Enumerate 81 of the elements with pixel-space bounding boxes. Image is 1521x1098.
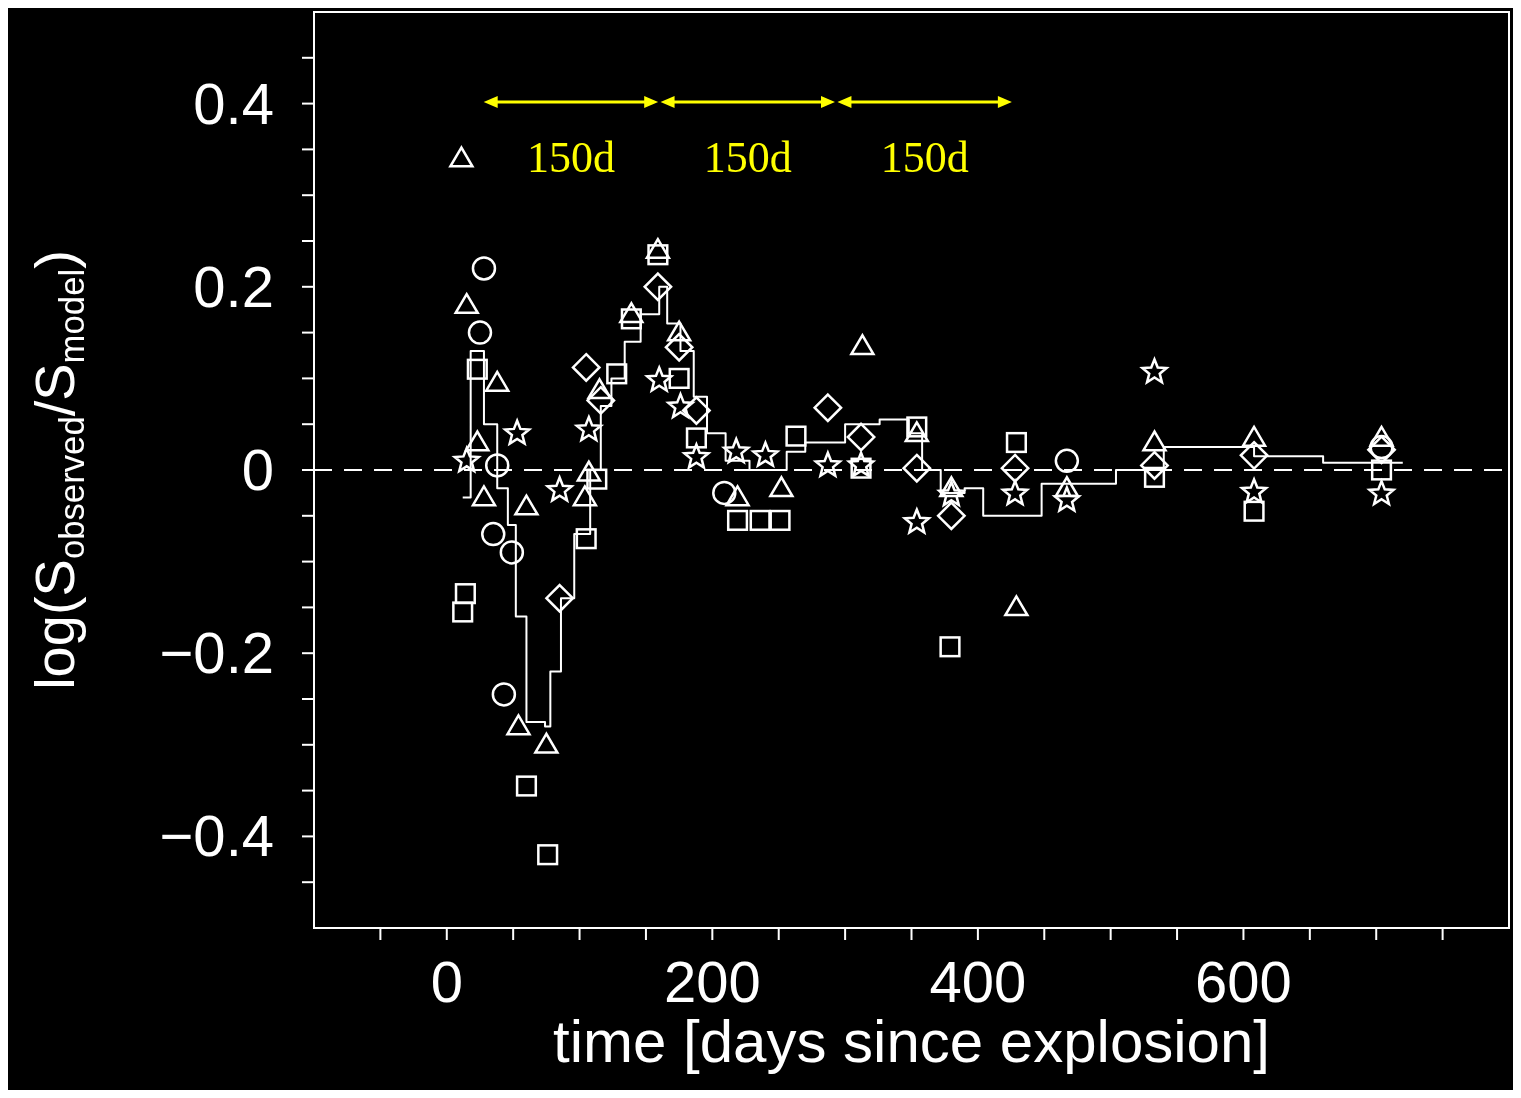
point <box>534 732 559 754</box>
point <box>1054 448 1080 474</box>
point <box>1005 431 1027 454</box>
point <box>471 485 497 507</box>
point <box>785 425 807 447</box>
point <box>465 430 490 452</box>
point <box>712 480 737 506</box>
point <box>1000 477 1031 507</box>
point <box>471 256 497 281</box>
point <box>571 352 601 382</box>
point <box>936 501 966 531</box>
point <box>1243 500 1265 522</box>
point <box>846 451 877 479</box>
point <box>467 320 493 345</box>
point <box>606 363 628 385</box>
point <box>666 320 692 342</box>
point <box>454 292 479 315</box>
point <box>449 146 474 168</box>
point <box>685 427 707 449</box>
point <box>499 540 525 565</box>
annotation: 150d <box>526 133 615 182</box>
y-tick-label: 0.4 <box>193 70 274 136</box>
point <box>726 509 749 531</box>
point <box>586 385 616 415</box>
point <box>575 528 597 550</box>
point <box>451 444 482 474</box>
point <box>643 272 673 302</box>
point <box>514 494 539 516</box>
y-tick-label: 0.2 <box>193 253 274 319</box>
point <box>484 370 510 392</box>
point <box>545 583 575 613</box>
y-tick-label: 0 <box>241 437 274 502</box>
point <box>537 844 559 866</box>
point <box>939 636 961 658</box>
point <box>484 453 510 478</box>
point <box>506 714 531 736</box>
point <box>619 302 644 324</box>
point <box>813 393 843 423</box>
point <box>491 682 517 707</box>
point <box>645 237 671 260</box>
point <box>454 583 476 605</box>
point <box>466 358 488 380</box>
point <box>502 417 533 447</box>
point <box>902 453 932 483</box>
point <box>1367 435 1396 465</box>
point <box>1241 425 1267 447</box>
y-tick-label: −0.4 <box>159 803 274 869</box>
annotation: 150d <box>703 133 792 182</box>
point <box>665 390 696 420</box>
point <box>1000 453 1030 483</box>
point <box>576 460 602 482</box>
point <box>1140 450 1169 480</box>
point <box>668 367 690 389</box>
point <box>1239 440 1269 470</box>
point <box>481 521 506 547</box>
point <box>769 476 794 498</box>
point <box>452 601 474 623</box>
point <box>1370 459 1393 481</box>
point <box>1142 430 1167 452</box>
point <box>749 509 771 531</box>
y-tick-label: −0.2 <box>159 620 274 686</box>
annotation: 150d <box>880 133 969 182</box>
point <box>846 422 876 452</box>
point <box>725 485 750 507</box>
point <box>572 485 598 507</box>
point <box>1004 595 1029 617</box>
point <box>901 506 932 536</box>
point <box>1366 477 1397 507</box>
point <box>812 449 843 479</box>
point <box>664 332 694 362</box>
point <box>850 334 875 356</box>
point <box>681 396 711 425</box>
point <box>721 435 752 465</box>
point <box>904 421 930 443</box>
x-tick-label: 0 <box>430 949 463 1014</box>
point <box>1369 425 1394 447</box>
point <box>573 413 604 443</box>
point <box>1239 476 1270 505</box>
point <box>1051 484 1082 514</box>
point <box>515 775 538 797</box>
point <box>769 509 791 531</box>
